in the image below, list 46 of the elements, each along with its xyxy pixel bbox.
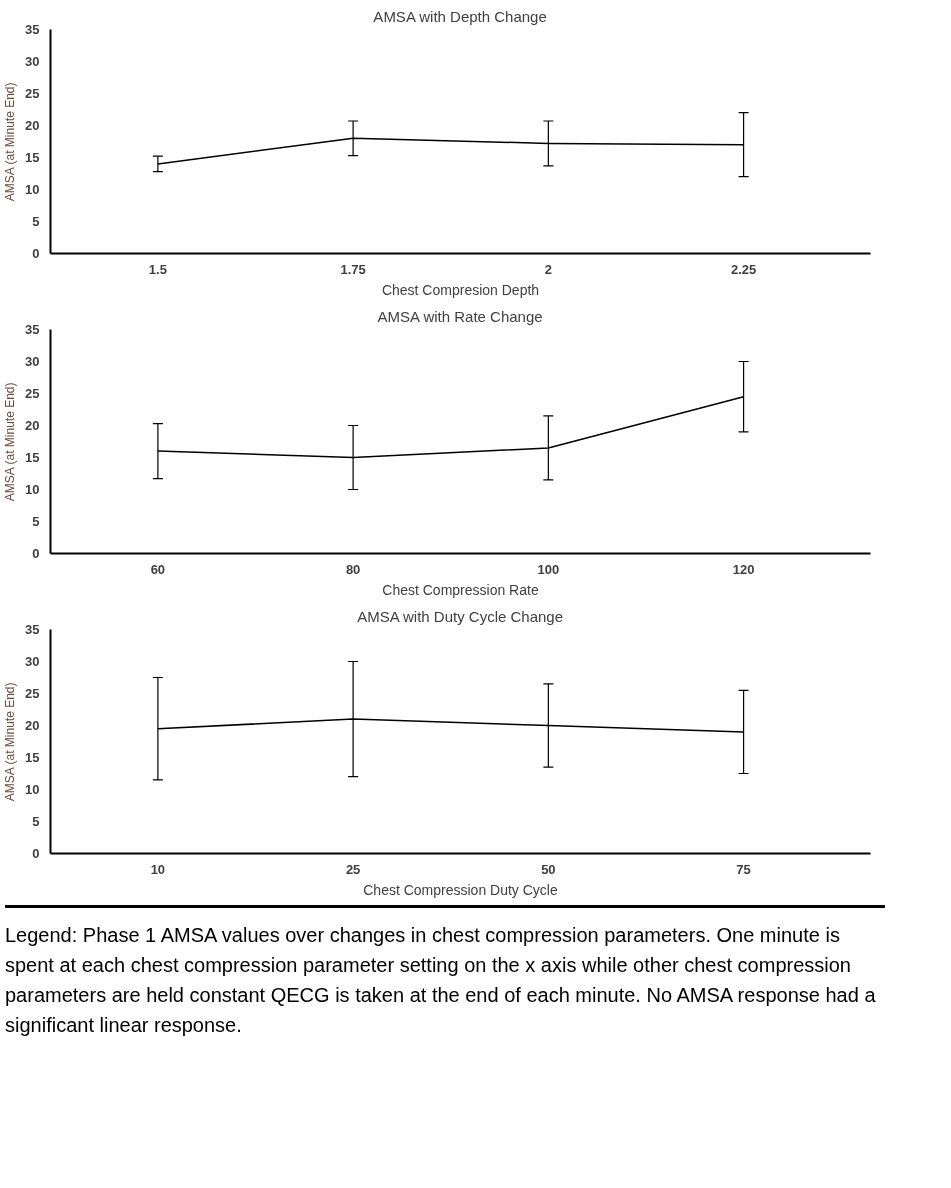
x-tick-label: 60 xyxy=(150,561,166,577)
chart-title: AMSA with Depth Change xyxy=(373,7,547,25)
y-tick-label: 0 xyxy=(32,546,40,561)
x-axis-title: Chest Compression Rate xyxy=(382,581,539,598)
x-axis-title: Chest Compresion Depth xyxy=(381,281,540,298)
x-tick-label: 10 xyxy=(150,861,166,877)
y-tick-label: 30 xyxy=(25,354,40,369)
y-tick-label: 5 xyxy=(32,814,40,829)
y-tick-label: 30 xyxy=(25,654,40,669)
y-tick-label: 0 xyxy=(32,846,40,861)
x-tick-label: 50 xyxy=(541,861,556,877)
y-tick-label: 0 xyxy=(32,246,40,261)
y-tick-label: 5 xyxy=(32,214,40,229)
y-tick-label: 20 xyxy=(25,118,40,133)
x-tick-label: 25 xyxy=(345,861,361,877)
y-tick-label: 35 xyxy=(25,622,40,637)
y-tick-label: 25 xyxy=(25,686,40,701)
y-tick-label: 35 xyxy=(25,322,40,337)
x-tick-label: 1.75 xyxy=(340,261,366,277)
x-tick-label: 2 xyxy=(544,261,552,277)
x-tick-label: 2.25 xyxy=(730,261,757,277)
y-tick-label: 25 xyxy=(25,386,40,401)
y-tick-label: 15 xyxy=(25,750,40,765)
x-tick-label: 80 xyxy=(345,561,361,577)
y-tick-label: 20 xyxy=(25,418,40,433)
chart-title: AMSA with Rate Change xyxy=(377,307,543,325)
y-tick-label: 20 xyxy=(25,718,40,733)
y-tick-label: 10 xyxy=(25,182,40,197)
y-tick-label: 10 xyxy=(25,482,40,497)
y-tick-label: 5 xyxy=(32,514,40,529)
y-axis-title: AMSA (at Minute End) xyxy=(3,382,18,502)
y-tick-label: 35 xyxy=(25,22,40,37)
x-tick-label: 120 xyxy=(732,561,755,577)
x-axis-title: Chest Compression Duty Cycle xyxy=(363,881,558,898)
x-tick-label: 1.5 xyxy=(148,261,167,277)
y-axis-title: AMSA (at Minute End) xyxy=(3,682,18,802)
y-axis-title: AMSA (at Minute End) xyxy=(3,82,18,202)
x-tick-label: 75 xyxy=(736,861,751,877)
chart-title: AMSA with Duty Cycle Change xyxy=(357,607,564,625)
text: Legend: Phase 1 AMSA values over changes in chest compression parameters. One minute is spent at each chest compression parameter setting on the x axis while other chest compression parameters are held constant QECG is taken at the end of each minute. No AMSA response had a significant linear response. xyxy=(5,905,885,1040)
y-tick-label: 25 xyxy=(25,86,40,101)
y-tick-label: 15 xyxy=(25,150,40,165)
y-tick-label: 10 xyxy=(25,782,40,797)
x-tick-label: 100 xyxy=(537,561,560,577)
y-tick-label: 15 xyxy=(25,450,40,465)
y-tick-label: 30 xyxy=(25,54,40,69)
